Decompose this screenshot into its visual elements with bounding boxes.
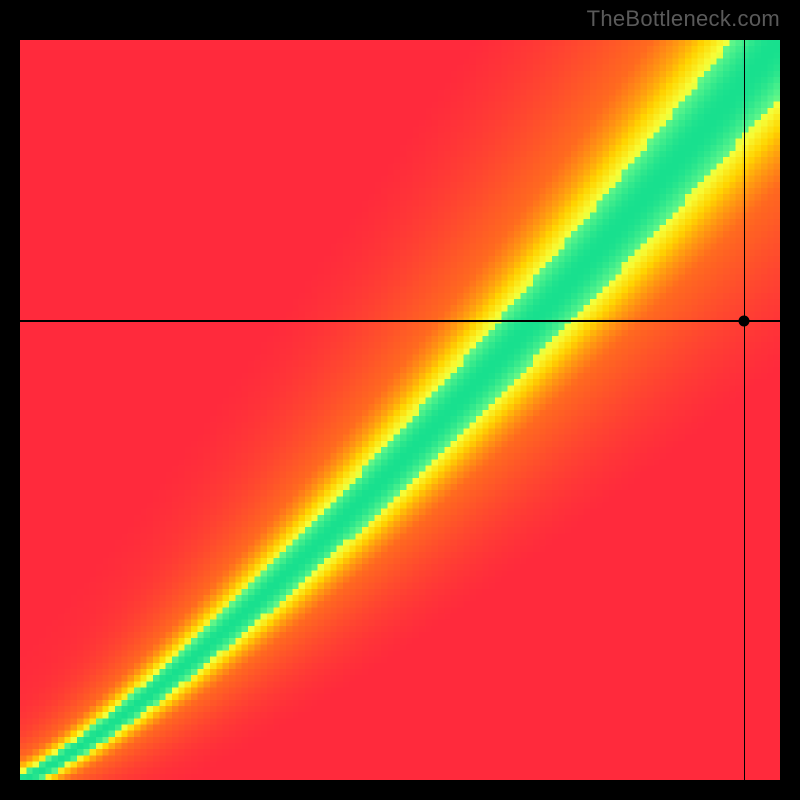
crosshair-horizontal xyxy=(20,320,780,322)
chart-container: TheBottleneck.com xyxy=(0,0,800,800)
heatmap-canvas xyxy=(20,40,780,780)
crosshair-vertical xyxy=(744,40,746,780)
crosshair-marker xyxy=(739,316,750,327)
heatmap-plot xyxy=(20,40,780,780)
watermark-text: TheBottleneck.com xyxy=(587,6,780,32)
